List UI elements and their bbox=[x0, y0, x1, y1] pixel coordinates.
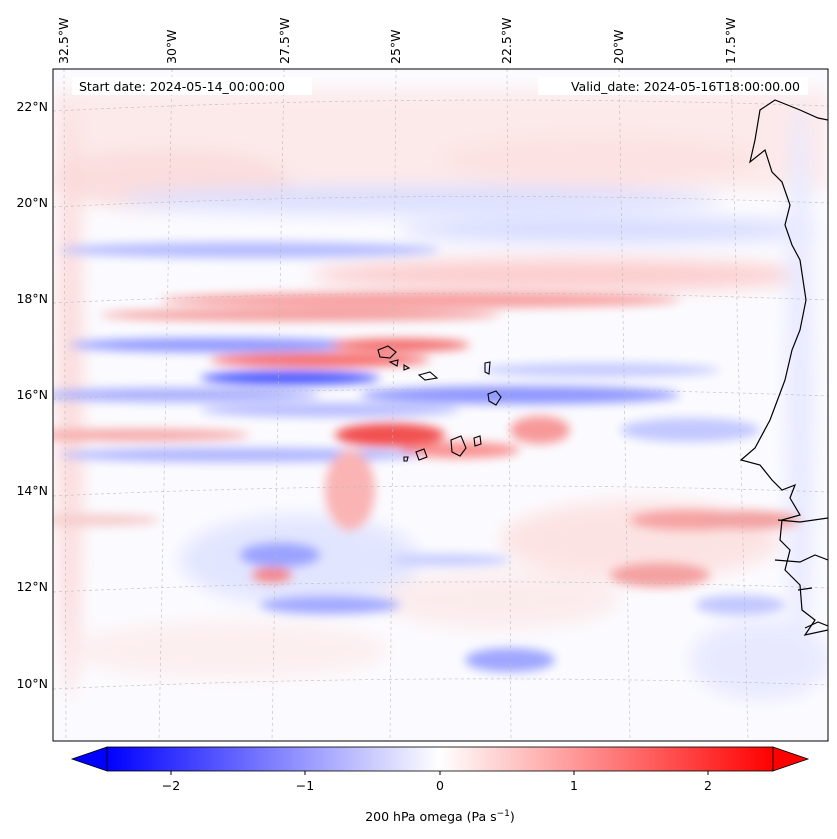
cape-verde-islands bbox=[377, 345, 502, 462]
colorbar-tick-label: 0 bbox=[436, 778, 444, 793]
colorbar-extend-min bbox=[70, 746, 108, 772]
lon-tick-label: 27.5°W bbox=[277, 18, 292, 64]
valid-date-label: Valid_date: 2024-05-16T18:00:00.00 bbox=[571, 79, 800, 94]
lat-tick-label: 10°N bbox=[16, 676, 48, 691]
gridlines bbox=[53, 69, 828, 741]
lon-tick-labels: 32.5°W 30°W 27.5°W 25°W 22.5°W 20°W 17.5… bbox=[56, 18, 738, 64]
lon-tick-label: 22.5°W bbox=[499, 18, 514, 64]
coastline bbox=[739, 99, 828, 636]
colorbar-tick-label: 2 bbox=[704, 778, 712, 793]
lat-tick-labels: 22°N 20°N 18°N 16°N 14°N 12°N 10°N bbox=[16, 99, 48, 691]
colorbar: −2 −1 0 1 2 200 hPa omega (Pa s−1) bbox=[70, 746, 810, 824]
lon-tick-label: 25°W bbox=[388, 29, 403, 64]
colorbar-tick-label: −2 bbox=[162, 778, 180, 793]
colorbar-tick-label: 1 bbox=[570, 778, 578, 793]
colorbar-tick-label: −1 bbox=[296, 778, 314, 793]
lat-tick-label: 20°N bbox=[16, 195, 48, 210]
lon-tick-label: 30°W bbox=[164, 29, 179, 64]
lon-tick-label: 17.5°W bbox=[723, 18, 738, 64]
lat-tick-label: 14°N bbox=[16, 483, 48, 498]
start-date-label: Start date: 2024-05-14_00:00:00 bbox=[79, 79, 285, 94]
lon-tick-label: 32.5°W bbox=[56, 18, 71, 64]
lat-tick-label: 12°N bbox=[16, 579, 48, 594]
colorbar-extend-max bbox=[772, 746, 810, 772]
colorbar-label: 200 hPa omega (Pa s−1) bbox=[365, 809, 515, 824]
lat-tick-label: 22°N bbox=[16, 99, 48, 114]
omega-field: Start date: 2024-05-14_00:00:00 Valid_da… bbox=[53, 69, 828, 741]
lat-tick-label: 16°N bbox=[16, 387, 48, 402]
lon-tick-label: 20°W bbox=[611, 29, 626, 64]
lat-tick-label: 18°N bbox=[16, 291, 48, 306]
